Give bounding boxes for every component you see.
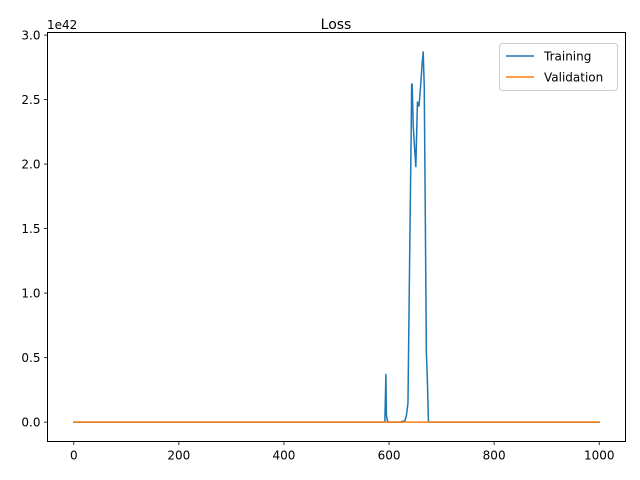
x-tick-label: 200 (167, 449, 190, 463)
y-tick-label: 2.0 (21, 158, 40, 172)
y-axis-ticks: 0.0 0.5 1.0 1.5 2.0 2.5 3.0 (21, 29, 48, 430)
x-tick-label: 0 (70, 449, 78, 463)
y-tick-label: 1.5 (21, 222, 40, 236)
y-tick-label: 3.0 (21, 29, 40, 43)
y-tick-label: 0.5 (21, 351, 40, 365)
y-tick-label: 0.0 (21, 416, 40, 430)
series-line-training (73, 51, 600, 423)
legend-label-validation: Validation (544, 71, 603, 85)
y-scale-offset-label: 1e42 (47, 18, 77, 32)
y-tick-label: 1.0 (21, 287, 40, 301)
x-tick-label: 800 (483, 449, 506, 463)
x-tick-label: 400 (273, 449, 296, 463)
axes-frame (47, 32, 626, 442)
x-axis-ticks: 0 200 400 600 800 1000 (70, 441, 615, 463)
y-tick-label: 2.5 (21, 93, 40, 107)
legend-label-training: Training (543, 50, 591, 64)
legend: Training Validation (499, 43, 618, 91)
chart-title: Loss (321, 17, 352, 33)
x-tick-label: 600 (378, 449, 401, 463)
series-layer (73, 51, 600, 423)
x-tick-label: 1000 (584, 449, 615, 463)
